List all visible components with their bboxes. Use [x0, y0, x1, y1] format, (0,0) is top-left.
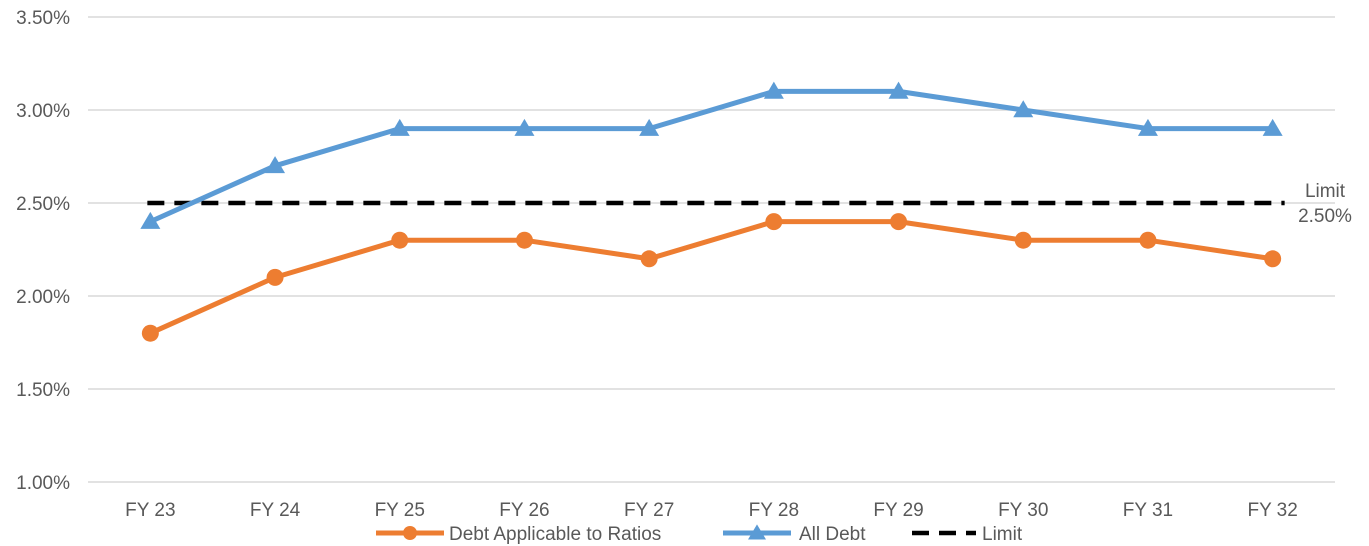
data-point	[1264, 250, 1282, 268]
x-tick-label: FY 32	[1247, 500, 1297, 521]
data-point	[266, 268, 284, 286]
legend-label: Debt Applicable to Ratios	[449, 524, 661, 545]
data-point	[515, 231, 533, 249]
legend-item: All Debt	[723, 524, 866, 545]
y-tick-label: 1.50%	[16, 380, 70, 401]
series-line-debt-applicable-group	[141, 213, 1282, 342]
y-tick-label: 2.50%	[16, 194, 70, 215]
gridlines	[88, 16, 1335, 483]
data-point	[391, 231, 409, 249]
y-tick-label: 3.50%	[16, 8, 70, 29]
x-tick-label: FY 28	[749, 500, 799, 521]
legend-item: Limit	[912, 524, 1023, 545]
legend-label: Limit	[982, 524, 1023, 545]
x-tick-label: FY 27	[624, 500, 674, 521]
x-tick-label: FY 24	[250, 500, 301, 521]
data-point	[640, 250, 658, 268]
x-tick-label: FY 26	[499, 500, 549, 521]
x-tick-label: FY 23	[125, 500, 175, 521]
x-tick-label: FY 31	[1123, 500, 1173, 521]
y-tick-label: 2.00%	[16, 287, 70, 308]
data-point	[763, 81, 784, 99]
data-point	[1014, 231, 1032, 249]
y-axis: 1.00% 1.50% 2.00% 2.50% 3.00% 3.50%	[16, 8, 70, 494]
x-axis: FY 23 FY 24 FY 25 FY 26 FY 27 FY 28 FY 29 FY 30…	[125, 500, 1298, 521]
y-tick-label: 1.00%	[16, 473, 70, 494]
data-point	[265, 156, 286, 174]
data-point	[141, 324, 159, 342]
data-point	[890, 213, 908, 231]
data-point	[389, 118, 410, 136]
data-point	[888, 81, 909, 99]
data-point	[1139, 231, 1157, 249]
series-line-all-debt	[149, 88, 1273, 224]
limit-annotation: Limit 2.50%	[1298, 181, 1352, 227]
legend-item: Debt Applicable to Ratios	[376, 524, 661, 545]
y-tick-label: 3.00%	[16, 101, 70, 122]
data-point	[514, 118, 535, 136]
legend: Debt Applicable to Ratios All Debt Limit	[376, 524, 1023, 545]
x-tick-label: FY 30	[998, 500, 1048, 521]
data-point	[765, 213, 783, 231]
series-line-all-debt-group	[140, 81, 1283, 229]
limit-annotation-label: Limit	[1305, 181, 1346, 202]
data-point	[403, 526, 417, 540]
data-point	[1013, 100, 1034, 118]
data-point	[748, 524, 766, 540]
legend-label: All Debt	[799, 524, 866, 545]
series-group	[140, 81, 1285, 342]
series-line-debt-applicable	[149, 219, 1274, 336]
limit-annotation-value: 2.50%	[1298, 206, 1352, 227]
x-tick-label: FY 29	[873, 500, 923, 521]
data-point	[1137, 118, 1158, 136]
data-point	[639, 118, 660, 136]
data-point	[140, 211, 161, 229]
x-tick-label: FY 25	[375, 500, 425, 521]
data-point	[1262, 118, 1283, 136]
